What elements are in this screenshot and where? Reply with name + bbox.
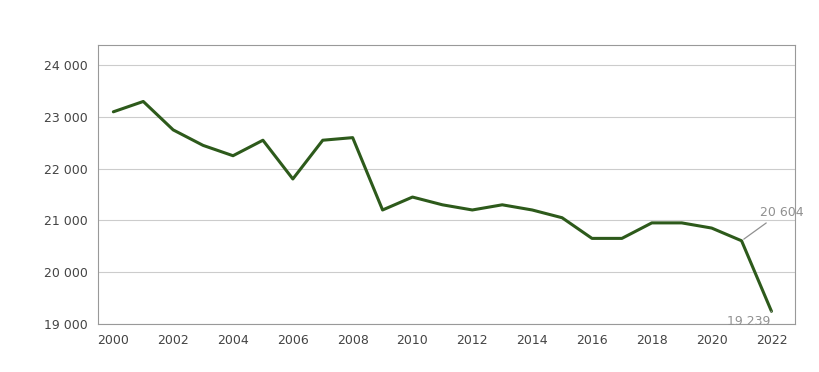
- Text: 20 604: 20 604: [743, 206, 802, 239]
- Text: 19 239: 19 239: [726, 311, 771, 328]
